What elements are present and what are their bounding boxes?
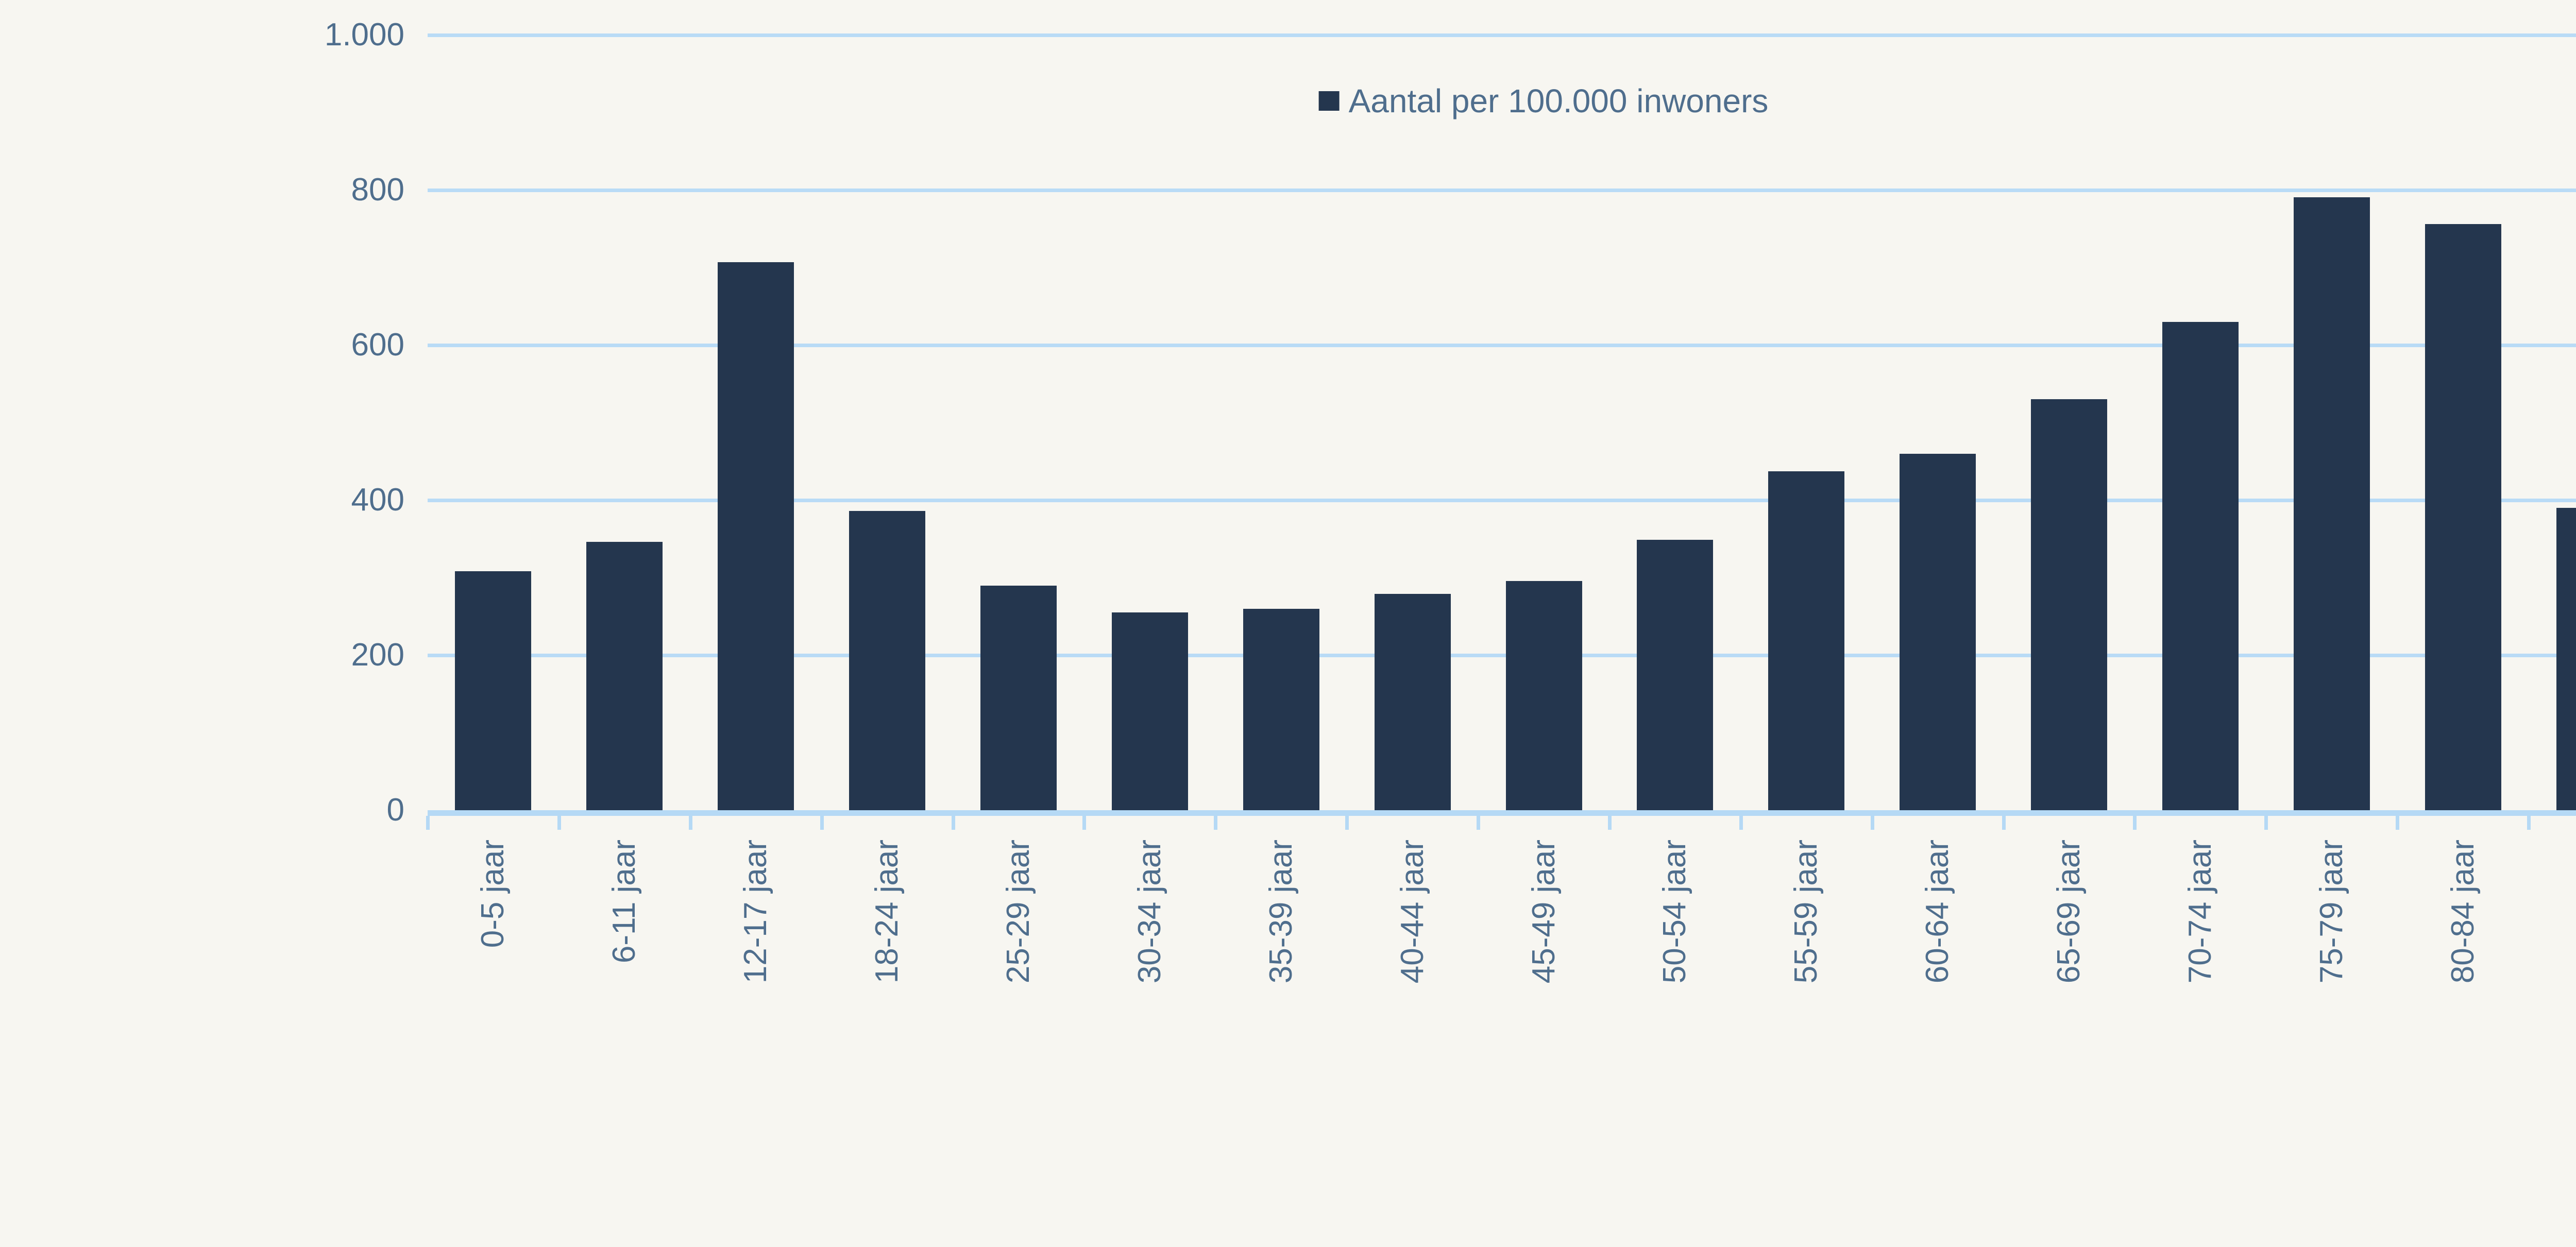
bar: [455, 571, 532, 810]
gridline: [428, 33, 2576, 37]
x-axis-tick: [820, 816, 824, 830]
bar: [1505, 580, 1582, 810]
x-axis-tick: [2133, 816, 2137, 830]
x-category-label: 12-17 jaar: [738, 840, 774, 984]
x-category-label: 25-29 jaar: [1000, 840, 1036, 984]
x-category-label: 70-74 jaar: [2182, 840, 2218, 984]
x-category-label: 18-24 jaar: [869, 840, 905, 984]
bar: [1637, 539, 1714, 810]
bar: [1111, 612, 1188, 810]
x-axis-tick: [2002, 816, 2006, 830]
y-tick-label: 400: [351, 482, 404, 518]
x-axis-tick: [2396, 816, 2400, 830]
gridline: [428, 189, 2576, 192]
x-category-label: 6-11 jaar: [606, 840, 642, 964]
y-tick-label: 1.000: [324, 17, 404, 53]
bar: [2162, 321, 2239, 810]
x-axis-tick: [426, 816, 430, 830]
bar: [1374, 594, 1451, 810]
x-category-label: 0-5 jaar: [475, 840, 511, 948]
x-axis-tick: [951, 816, 955, 830]
x-axis-tick: [1345, 816, 1349, 830]
legend-marker-icon: [1318, 91, 1340, 111]
x-axis-tick: [1477, 816, 1481, 830]
bar: [2425, 224, 2501, 810]
x-category-label: 35-39 jaar: [1263, 840, 1299, 984]
bar: [2556, 508, 2576, 810]
x-axis-tick: [1214, 816, 1218, 830]
bar: [2031, 399, 2108, 810]
y-tick-label: 600: [351, 327, 404, 363]
x-axis-tick: [1739, 816, 1743, 830]
x-category-label: 50-54 jaar: [1657, 840, 1693, 984]
gridline: [428, 654, 2576, 657]
x-axis-line: [428, 810, 2576, 816]
bar: [849, 511, 926, 810]
x-axis-tick: [2264, 816, 2268, 830]
x-category-label: 75-79 jaar: [2313, 840, 2349, 984]
y-tick-label: 0: [386, 792, 404, 828]
x-axis-tick: [2527, 816, 2531, 830]
y-tick-label: 800: [351, 172, 404, 208]
x-category-label: 80-84 jaar: [2445, 840, 2481, 984]
bar: [980, 585, 1057, 810]
x-category-label: 65-69 jaar: [2051, 840, 2087, 984]
gridline: [428, 344, 2576, 347]
gridline: [428, 499, 2576, 502]
x-category-label: 60-64 jaar: [1920, 840, 1956, 984]
x-category-label: 30-34 jaar: [1131, 840, 1167, 984]
legend-label: Aantal per 100.000 inwoners: [1348, 82, 1769, 119]
x-category-label: 55-59 jaar: [1788, 840, 1824, 984]
bar: [1243, 608, 1319, 810]
y-tick-label: 200: [351, 637, 404, 673]
x-axis-tick: [1870, 816, 1874, 830]
x-axis-tick: [1607, 816, 1612, 830]
x-category-label: 40-44 jaar: [1394, 840, 1430, 984]
bar: [1900, 453, 1976, 810]
bar: [1768, 471, 1845, 810]
x-axis-tick: [688, 816, 692, 830]
bar: [2293, 197, 2370, 810]
x-category-label: 45-49 jaar: [1526, 840, 1562, 984]
bar: [586, 542, 663, 810]
legend: Aantal per 100.000 inwoners: [1318, 82, 1769, 119]
bar: [718, 262, 794, 810]
x-axis-tick: [1082, 816, 1087, 830]
x-axis-tick: [557, 816, 561, 830]
